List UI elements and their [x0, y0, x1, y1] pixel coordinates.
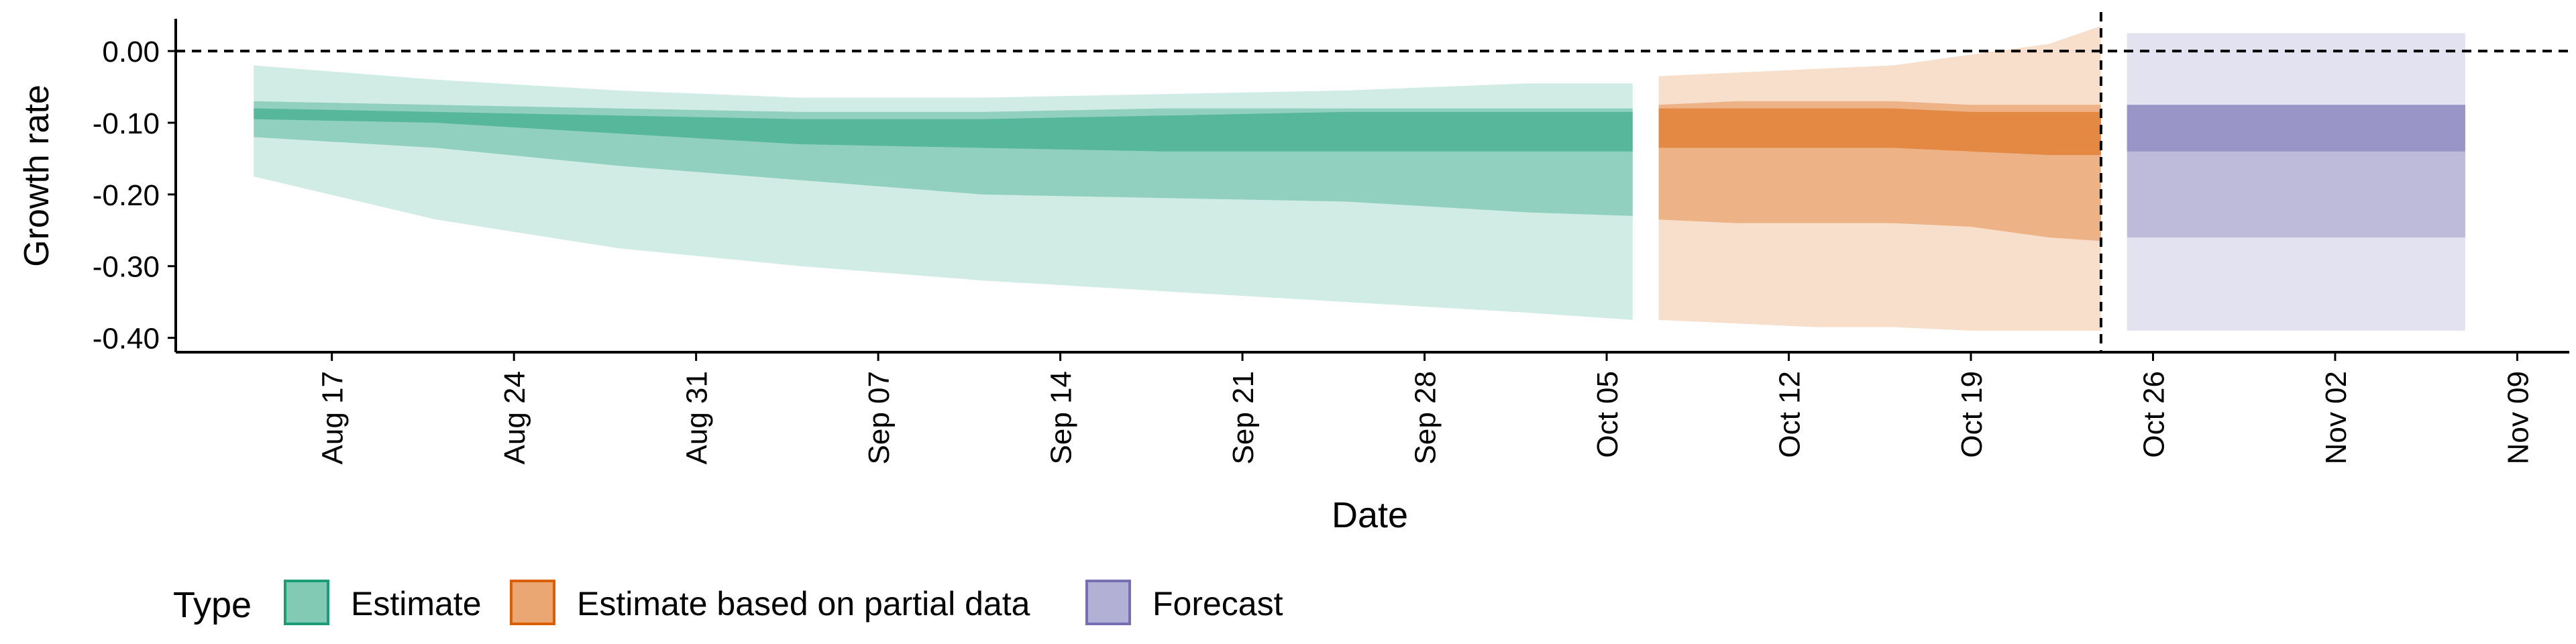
x-tick-label: Oct 12 [1774, 371, 1807, 458]
y-axis-title: Growth rate [17, 85, 56, 267]
legend-swatch-3 [1085, 580, 1131, 625]
y-tick-label: -0.10 [93, 107, 160, 140]
x-tick-label: Sep 28 [1409, 371, 1442, 464]
x-tick-label: Oct 19 [1955, 371, 1988, 458]
band-20-series-2 [1658, 108, 2101, 156]
axes: 0.00 -0.10 -0.20 -0.30 -0.40 Aug 17 Aug 24 Aug … [93, 19, 2569, 464]
y-tick-label: 0.00 [102, 36, 160, 68]
legend-label-3: Forecast [1152, 585, 1283, 623]
x-tick-label: Sep 21 [1227, 371, 1260, 464]
x-tick-label: Sep 07 [863, 371, 896, 464]
legend-label-1: Estimate [351, 585, 482, 623]
x-tick-label: Aug 31 [681, 371, 714, 464]
band-20-series-1 [254, 108, 1633, 152]
y-tick-label: -0.40 [93, 323, 160, 356]
legend-swatch-1 [284, 580, 329, 625]
legend-swatch-2 [510, 580, 555, 625]
x-tick-label: Nov 09 [2502, 371, 2534, 464]
x-axis-title: Date [1332, 495, 1408, 535]
reference-lines [176, 12, 2569, 352]
y-tick-label: -0.20 [93, 179, 160, 212]
legend-label-2: Estimate based on partial data [577, 585, 1030, 623]
uncertainty-bands [254, 25, 2465, 331]
x-tick-label: Sep 14 [1045, 371, 1078, 464]
band-20-series-3 [2127, 105, 2465, 152]
x-tick-label: Oct 26 [2138, 371, 2171, 458]
x-tick-label: Nov 02 [2320, 371, 2353, 464]
x-tick-label: Aug 17 [317, 371, 350, 464]
x-tick-label: Aug 24 [498, 371, 531, 464]
legend-title: Type [173, 585, 252, 625]
x-tick-label: Oct 05 [1591, 371, 1624, 458]
y-tick-label: -0.30 [93, 251, 160, 284]
band-90-series-2 [1658, 25, 2101, 331]
legend: Type Estimate Estimate based on partial d… [173, 580, 1283, 625]
